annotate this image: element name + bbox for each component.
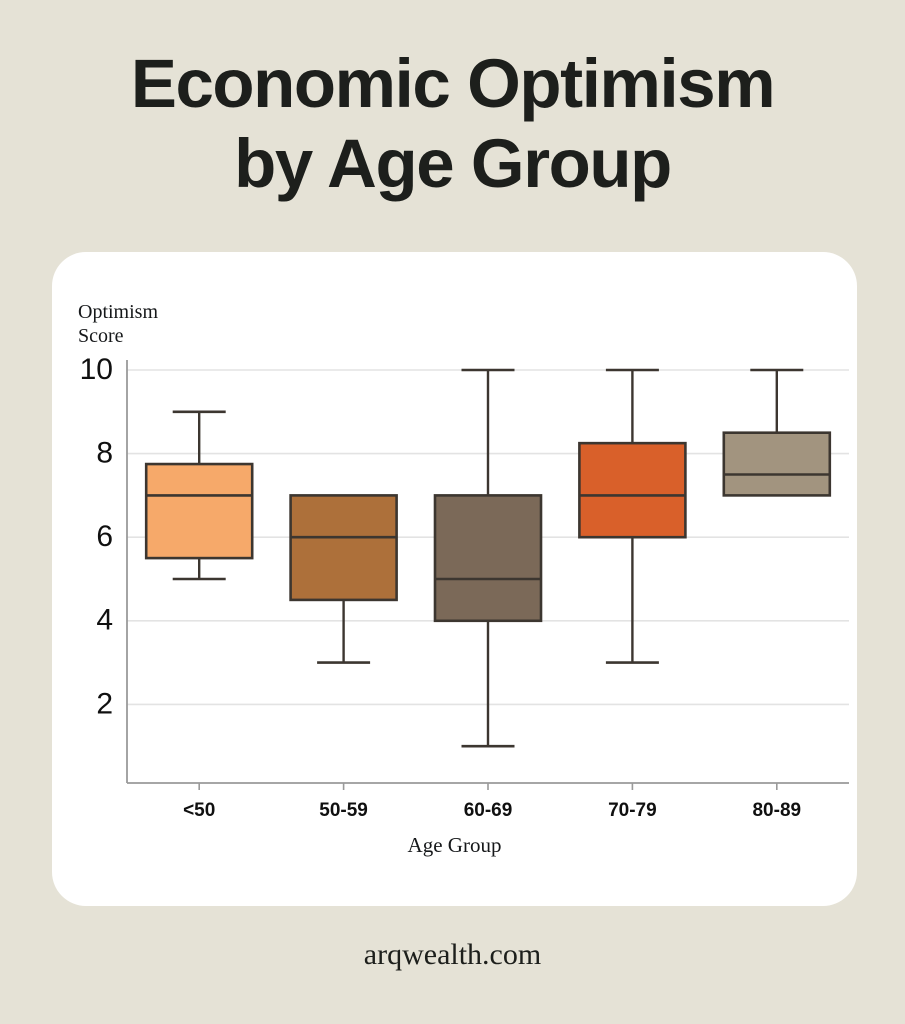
- boxes: [144, 368, 832, 748]
- boxplot-svg: 2 4 6 8 10 <50 50-59 60-69 70-79 80-89: [80, 353, 849, 821]
- title-line-1: Economic Optimism: [130, 45, 776, 122]
- y-axis-title-line-1: Optimism: [78, 301, 159, 323]
- box-iqr: [722, 431, 832, 497]
- box-plot-item: [144, 410, 254, 581]
- y-tick-labels: 2 4 6 8 10: [80, 353, 113, 720]
- chart-card: Optimism Score 2 4 6 8 10 <50 50-59 60-69 70-79…: [52, 252, 857, 906]
- box-plot-item: [433, 368, 543, 748]
- box-iqr: [433, 494, 543, 623]
- y-tick-label: 4: [96, 604, 113, 637]
- y-tick-label: 6: [96, 520, 113, 553]
- x-tick-label: <50: [183, 800, 215, 821]
- x-tick-label: 50-59: [319, 800, 368, 821]
- box-iqr: [578, 441, 687, 539]
- x-tick-label: 70-79: [608, 800, 657, 821]
- x-tick-label: 60-69: [464, 800, 513, 821]
- x-axis-title: Age Group: [407, 833, 502, 857]
- x-tick-label: 80-89: [752, 800, 801, 821]
- x-tick-labels: <50 50-59 60-69 70-79 80-89: [183, 800, 801, 821]
- y-tick-label: 8: [96, 437, 113, 470]
- y-axis-title: Optimism Score: [78, 300, 198, 348]
- y-tick-label: 10: [80, 353, 113, 386]
- y-axis-title-line-2: Score: [78, 325, 124, 347]
- box-plot-item: [289, 494, 398, 664]
- box-iqr: [144, 462, 254, 560]
- title-line-2: by Age Group: [234, 125, 672, 202]
- y-tick-label: 2: [96, 687, 113, 720]
- box-plot-item: [578, 368, 687, 664]
- box-iqr: [289, 494, 398, 602]
- x-axis-line: [127, 782, 849, 790]
- box-plot-item: [722, 368, 832, 497]
- footer-url: arqwealth.com: [363, 938, 542, 971]
- page-title: Economic Optimism by Age Group: [0, 44, 905, 204]
- plot-area: Optimism Score 2 4 6 8 10 <50 50-59 60-69 70-79…: [52, 252, 857, 906]
